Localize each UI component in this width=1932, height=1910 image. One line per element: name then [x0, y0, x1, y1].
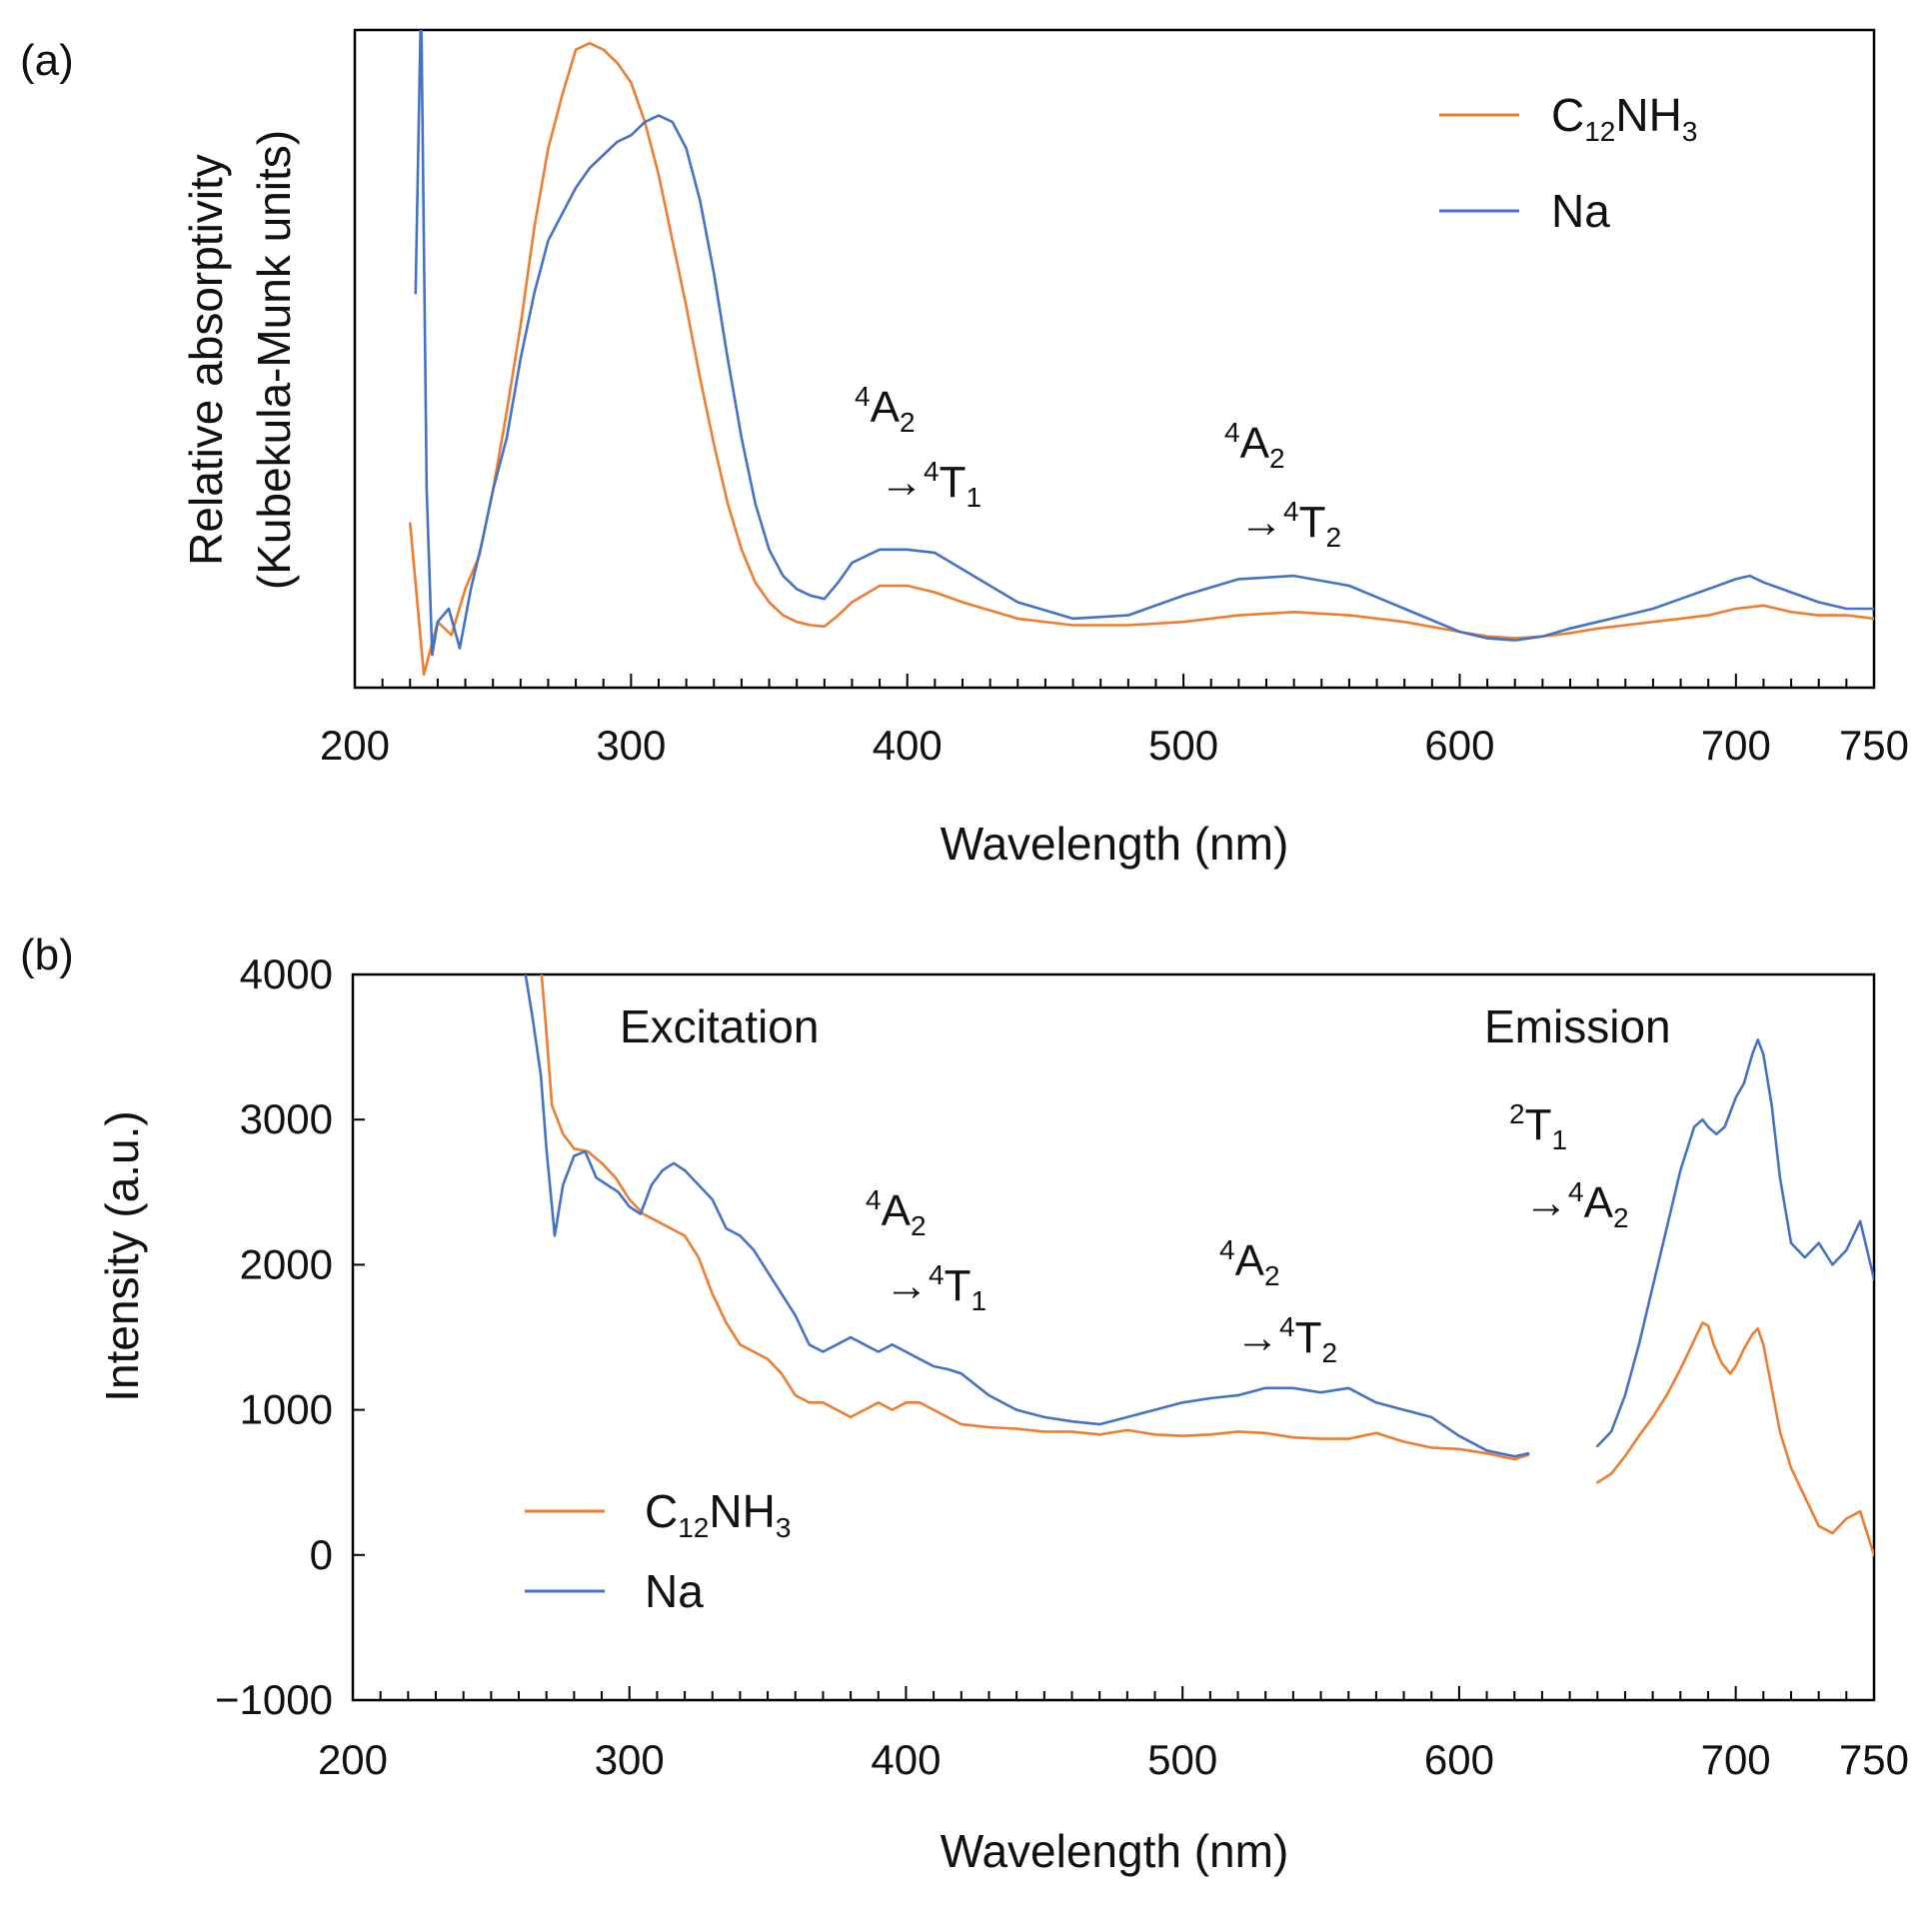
panel-b-label: (b): [20, 931, 74, 979]
panel-b-x-tick-label: 500: [1147, 1736, 1217, 1783]
panel-b-x-axis-title: Wavelength (nm): [941, 1825, 1289, 1877]
legend-b-label-na: Na: [645, 1565, 704, 1617]
panel-b-x-tick-label: 700: [1701, 1736, 1771, 1783]
panel-a-series-c12nh3-line: [408, 41, 1874, 677]
panel-b-x-tick-label: 300: [595, 1736, 665, 1783]
panel-b-y-tick-label: 2000: [240, 1240, 333, 1287]
panel-a-label: (a): [20, 36, 74, 85]
panel-a-annotation-4t2: 4A2 →4T2: [1224, 417, 1341, 553]
section-label-emission: Emission: [1484, 1000, 1671, 1052]
panel-b-series-group: [524, 974, 1874, 1557]
legend-b-label-c12nh3: C12NH3: [645, 1485, 791, 1543]
panel-b-plot-frame: [351, 972, 1876, 1702]
panel-a: (a) 200 300 400 500 600 700 750 Wavelength (nm…: [20, 28, 1909, 870]
annotation-b-4a2-b: 4A2: [1219, 1234, 1280, 1291]
panel-a-x-ticks: [354, 674, 1875, 688]
legend-a-label-na: Na: [1551, 185, 1610, 237]
panel-a-x-tick-label: 750: [1839, 722, 1909, 769]
panel-b-x-tick-label: 600: [1424, 1736, 1494, 1783]
panel-b-x-tick-label: 400: [871, 1736, 941, 1783]
panel-a-y-axis-title-line2: (Kubekula-Munk units): [248, 130, 300, 590]
panel-a-legend: C12NH3 Na: [1439, 89, 1697, 237]
annotation-b-to-4t1: →4T1: [885, 1259, 986, 1316]
annotation-b-to-4t2: →4T2: [1235, 1311, 1337, 1368]
panel-a-series-group: [408, 30, 1874, 677]
panel-b-x-ticks: [352, 1686, 1875, 1700]
annotation-a-4a2-b: 4A2: [1224, 417, 1285, 474]
panel-a-x-tick-label: 400: [873, 722, 943, 769]
panel-b-y-tick-label: −1000: [215, 1676, 333, 1723]
legend-a-label-c12nh3: C12NH3: [1551, 89, 1697, 147]
annotation-a-to-4t1: →4T1: [880, 456, 981, 513]
panel-a-series-na-line: [414, 30, 1874, 657]
annotation-a-4a2: 4A2: [855, 381, 916, 438]
panel-b-x-tick-labels: 200 300 400 500 600 700 750: [318, 1736, 1909, 1783]
panel-a-plot-frame: [353, 28, 1876, 690]
panel-b-series-c12nh3-line-seg2: [1596, 1321, 1874, 1557]
panel-a-x-tick-label: 700: [1701, 722, 1771, 769]
panel-a-x-tick-label: 300: [596, 722, 666, 769]
panel-b-y-tick-labels: 4000 3000 2000 1000 0 −1000: [215, 951, 365, 1723]
panel-b-x-tick-label: 750: [1839, 1736, 1909, 1783]
panel-a-annotation-4t1: 4A2 →4T1: [855, 381, 981, 513]
annotation-a-to-4t2: →4T2: [1239, 496, 1341, 553]
panel-b-annotation-4t2: 4A2 →4T2: [1219, 1234, 1337, 1368]
panel-b-y-tick-label: 4000: [240, 951, 333, 997]
annotation-b-to-4a2: →4A2: [1524, 1176, 1629, 1233]
panel-b-y-tick-label: 1000: [240, 1386, 333, 1433]
panel-b-series-na-line-seg1: [524, 974, 1530, 1458]
annotation-b-4a2: 4A2: [866, 1184, 927, 1241]
panel-a-x-axis-title: Wavelength (nm): [941, 818, 1289, 870]
panel-a-x-tick-labels: 200 300 400 500 600 700 750: [320, 722, 1909, 769]
panel-b-series-na-line-seg2: [1596, 1038, 1874, 1448]
panel-a-x-tick-label: 600: [1424, 722, 1494, 769]
panel-b-y-tick-label: 0: [310, 1531, 333, 1578]
panel-a-x-tick-label: 500: [1148, 722, 1218, 769]
panel-b-annotation-4t1: 4A2 →4T1: [866, 1184, 986, 1316]
section-label-excitation: Excitation: [620, 1000, 819, 1052]
panel-a-x-tick-label: 200: [320, 722, 390, 769]
annotation-b-2t1: 2T1: [1509, 1098, 1567, 1155]
panel-b-legend: C12NH3 Na: [525, 1485, 791, 1617]
panel-b-y-axis-title: Intensity (a.u.): [96, 1110, 148, 1401]
panel-b-x-tick-label: 200: [318, 1736, 388, 1783]
panel-a-y-axis-title-line1: Relative absorptivity: [180, 154, 232, 566]
panel-b: (b) 200 300 400 500 600 700 750 4000 3000 2000 10…: [20, 931, 1909, 1877]
panel-b-y-tick-label: 3000: [240, 1095, 333, 1142]
panel-b-annotation-2t1: 2T1 →4A2: [1509, 1098, 1629, 1233]
